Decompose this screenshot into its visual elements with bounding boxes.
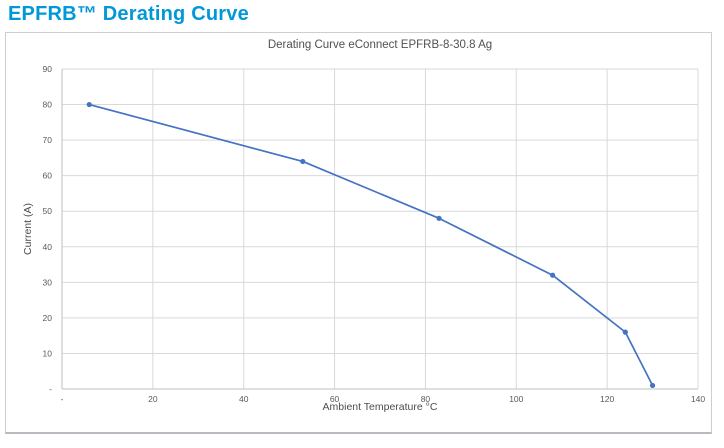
data-line xyxy=(89,103,654,386)
x-tick-label: 120 xyxy=(600,394,614,404)
derating-curve-chart: Derating Curve eConnect EPFRB-8-30.8 Ag … xyxy=(5,32,712,434)
y-tick-label: 70 xyxy=(43,135,53,145)
y-tick-label: 60 xyxy=(43,171,53,181)
y-tick-label: 30 xyxy=(43,277,53,287)
y-tick-label: 80 xyxy=(43,100,53,110)
y-tick-label: 10 xyxy=(43,348,53,358)
data-point xyxy=(550,272,556,278)
y-tick-label: 20 xyxy=(43,313,53,323)
data-point xyxy=(436,215,442,221)
y-tick-label: 50 xyxy=(43,206,53,216)
x-tick-label: 40 xyxy=(239,394,249,404)
y-axis-title: Current (A) xyxy=(22,203,34,255)
x-tick-label: 60 xyxy=(330,394,340,404)
y-tick-label: 40 xyxy=(43,242,53,252)
chart-title: Derating Curve eConnect EPFRB-8-30.8 Ag xyxy=(267,39,493,51)
data-point xyxy=(649,382,656,389)
data-point xyxy=(300,158,306,165)
x-tick-label: 20 xyxy=(148,394,158,404)
x-axis-title: Ambient Temperature °C xyxy=(322,401,438,413)
page-title: EPFRB™ Derating Curve xyxy=(8,3,249,25)
data-point xyxy=(86,101,92,108)
y-tick-label: - xyxy=(49,384,52,394)
data-point xyxy=(622,329,628,335)
x-tick-label: - xyxy=(61,394,64,404)
y-tick-label: 90 xyxy=(43,64,53,74)
x-tick-label: 100 xyxy=(509,394,523,404)
x-tick-label: 80 xyxy=(421,394,431,404)
x-tick-label: 140 xyxy=(691,394,705,404)
derating-curve-plot: - 10 20 30 40 50 60 70 80 90 - 20 40 60 80 100 120 140 xyxy=(43,64,706,404)
